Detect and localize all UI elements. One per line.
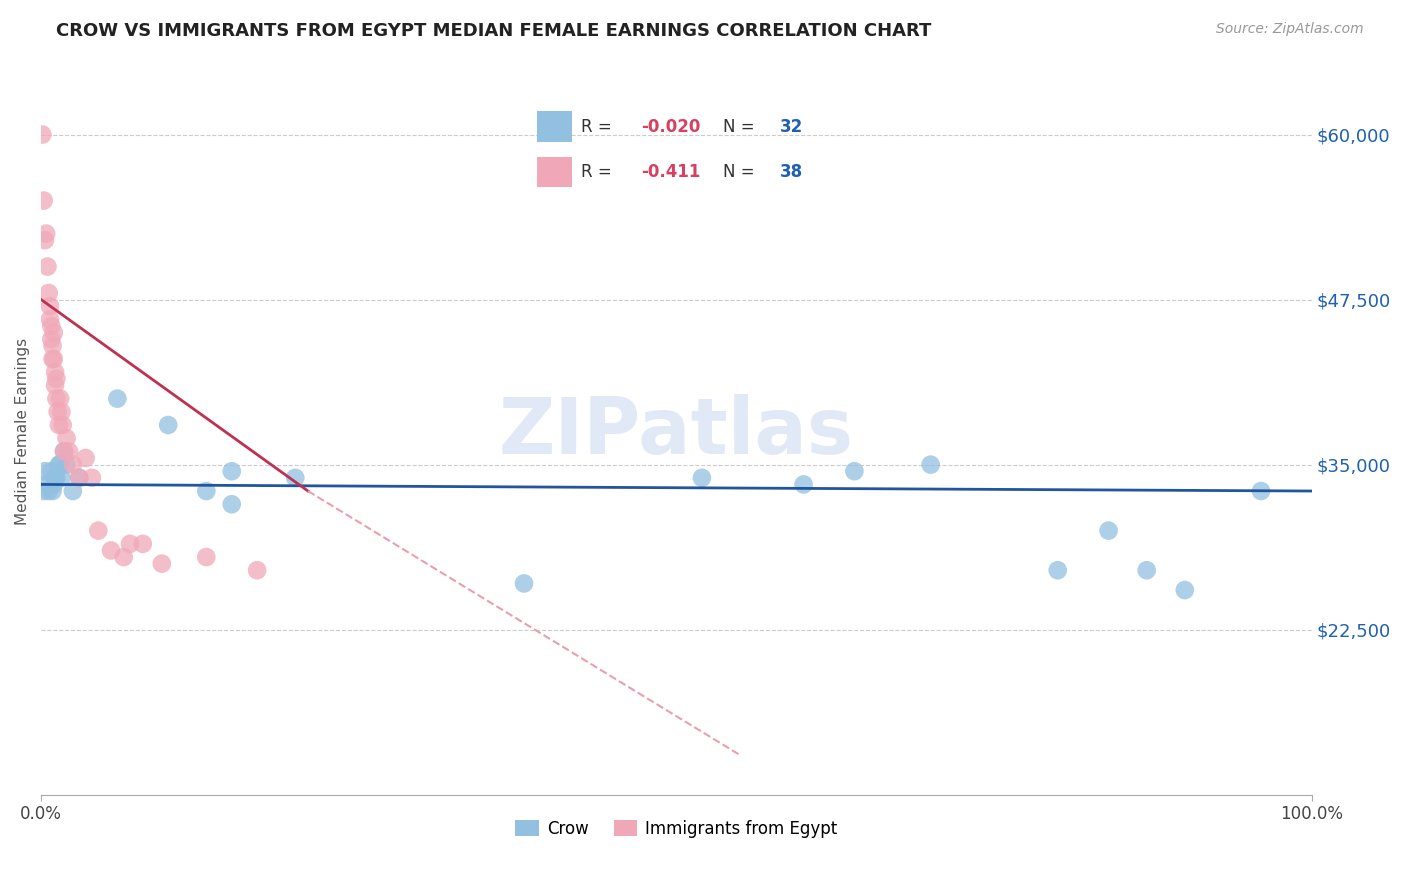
Point xyxy=(75,450,97,465)
Point xyxy=(1097,524,1119,538)
Point xyxy=(112,549,135,564)
Point xyxy=(48,417,70,432)
Point xyxy=(246,563,269,577)
Text: 38: 38 xyxy=(780,163,803,181)
Point xyxy=(39,312,62,326)
Point xyxy=(55,458,77,472)
Bar xyxy=(537,112,571,142)
Point xyxy=(39,332,62,346)
Point xyxy=(45,372,67,386)
Point xyxy=(793,477,815,491)
Point xyxy=(44,378,66,392)
Point xyxy=(513,576,536,591)
Point xyxy=(41,483,63,498)
Y-axis label: Median Female Earnings: Median Female Earnings xyxy=(15,338,30,525)
Point xyxy=(132,537,155,551)
Text: CROW VS IMMIGRANTS FROM EGYPT MEDIAN FEMALE EARNINGS CORRELATION CHART: CROW VS IMMIGRANTS FROM EGYPT MEDIAN FEM… xyxy=(56,22,932,40)
Point xyxy=(690,471,713,485)
Point xyxy=(49,458,72,472)
Point xyxy=(42,477,65,491)
Point xyxy=(46,405,69,419)
Text: N =: N = xyxy=(723,118,761,136)
Point xyxy=(67,471,90,485)
Point xyxy=(44,471,66,485)
Point xyxy=(35,227,58,241)
Point xyxy=(844,464,866,478)
Point xyxy=(31,128,53,142)
Point xyxy=(62,458,84,472)
Point xyxy=(35,477,58,491)
Point xyxy=(1250,483,1272,498)
Point xyxy=(67,471,90,485)
Point xyxy=(120,537,142,551)
Text: Source: ZipAtlas.com: Source: ZipAtlas.com xyxy=(1216,22,1364,37)
Point xyxy=(62,483,84,498)
Text: -0.411: -0.411 xyxy=(641,163,700,181)
Point xyxy=(1174,582,1197,597)
Point xyxy=(221,464,243,478)
Point xyxy=(38,483,60,498)
Point xyxy=(42,351,65,366)
Point xyxy=(49,392,72,406)
Point xyxy=(39,464,62,478)
Point xyxy=(1046,563,1069,577)
Point xyxy=(41,351,63,366)
Point xyxy=(1136,563,1159,577)
Text: -0.020: -0.020 xyxy=(641,118,700,136)
Point xyxy=(55,431,77,445)
Text: ZIPatlas: ZIPatlas xyxy=(499,393,853,469)
Text: R =: R = xyxy=(581,163,623,181)
Point xyxy=(221,497,243,511)
Point xyxy=(45,471,67,485)
Point xyxy=(58,444,80,458)
Point xyxy=(34,233,56,247)
Point xyxy=(53,444,76,458)
Point xyxy=(32,194,55,208)
Point xyxy=(42,326,65,340)
Point xyxy=(284,471,307,485)
Point xyxy=(44,365,66,379)
Point xyxy=(53,444,76,458)
Point xyxy=(39,299,62,313)
Legend: Crow, Immigrants from Egypt: Crow, Immigrants from Egypt xyxy=(509,814,845,845)
Point xyxy=(34,464,56,478)
Point xyxy=(38,285,60,300)
Point xyxy=(150,557,173,571)
Point xyxy=(37,260,59,274)
Point xyxy=(920,458,942,472)
Text: R =: R = xyxy=(581,118,617,136)
Point xyxy=(80,471,103,485)
Point xyxy=(32,483,55,498)
Point xyxy=(51,471,73,485)
Point xyxy=(39,318,62,333)
Point xyxy=(105,392,128,406)
Text: 32: 32 xyxy=(780,118,804,136)
Point xyxy=(52,417,75,432)
Point xyxy=(157,417,180,432)
Point xyxy=(195,549,218,564)
Point xyxy=(45,392,67,406)
Point xyxy=(195,483,218,498)
Bar xyxy=(537,157,571,187)
Point xyxy=(48,458,70,472)
Point xyxy=(51,405,73,419)
Point xyxy=(100,543,122,558)
Text: N =: N = xyxy=(723,163,761,181)
Point xyxy=(41,339,63,353)
Point xyxy=(87,524,110,538)
